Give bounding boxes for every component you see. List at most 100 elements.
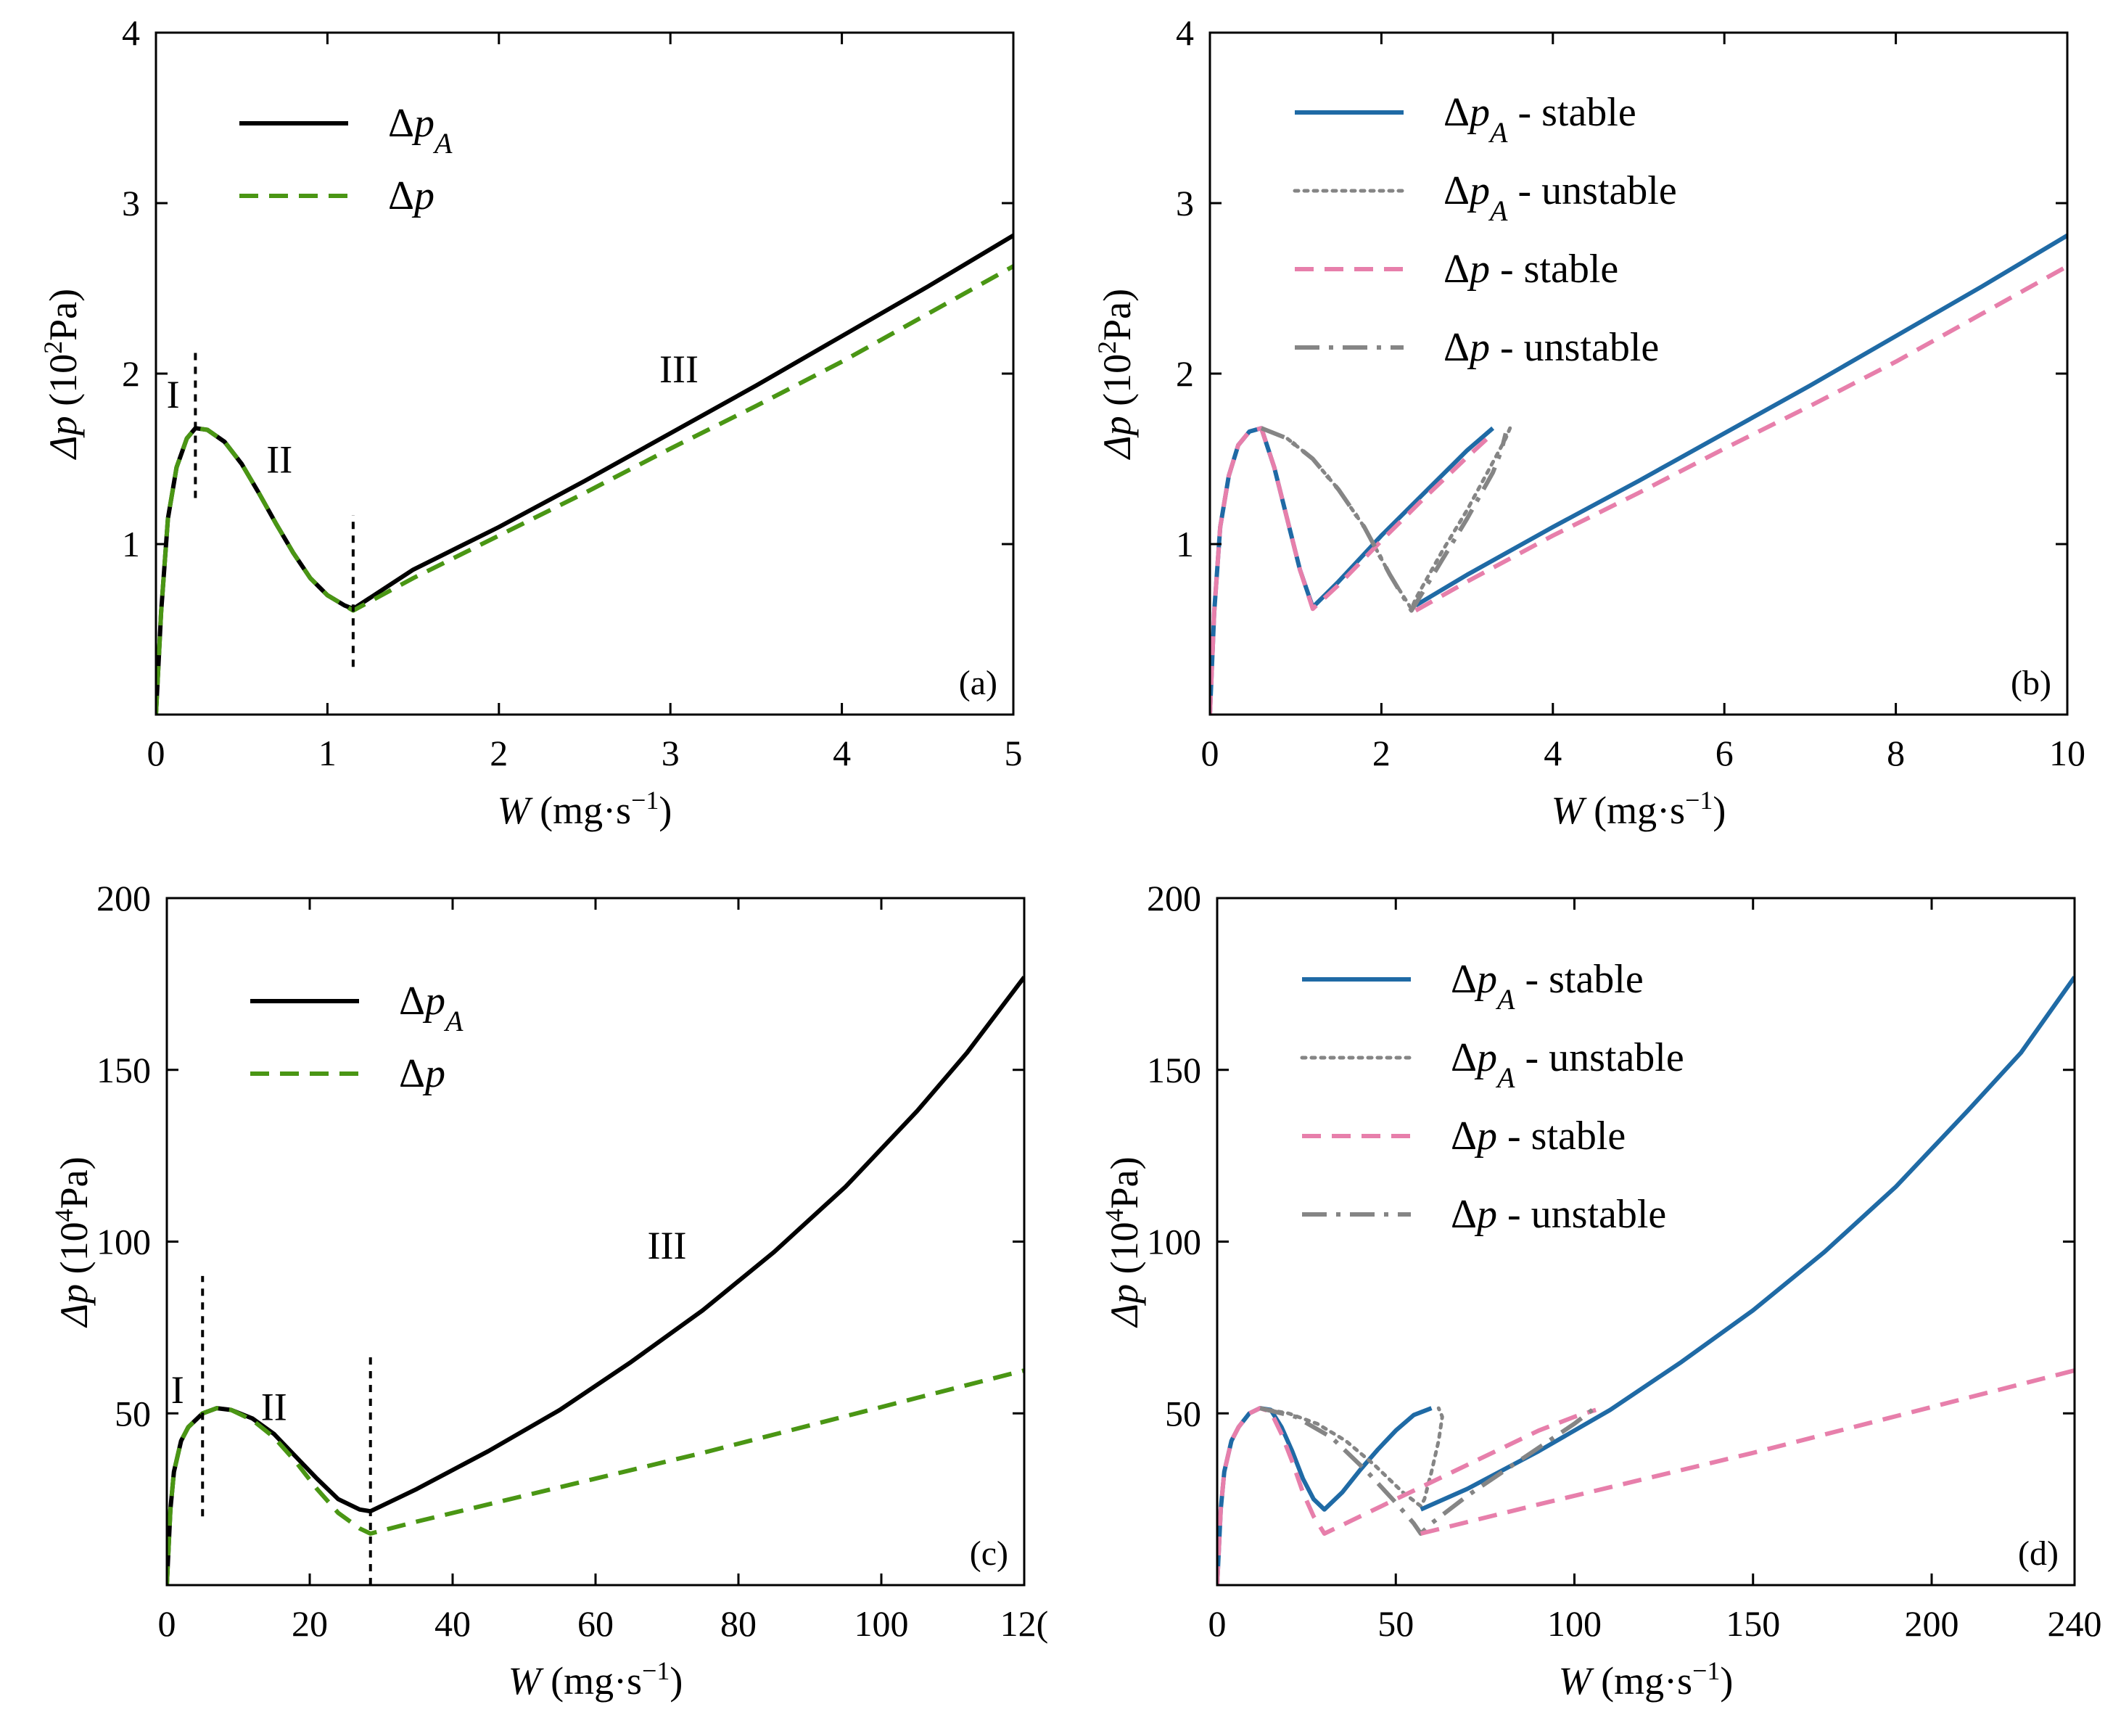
x-tick-label: 80 <box>720 1603 757 1644</box>
legend-label-1: Δp <box>399 1051 445 1096</box>
series-line-d-1 <box>1258 1406 1444 1508</box>
y-tick-label: 50 <box>115 1393 151 1433</box>
legend-label-0: ΔpA - stable <box>1443 90 1636 149</box>
x-tick-label: 4 <box>1544 733 1562 773</box>
legend: ΔpA - stable ΔpA - unstable Δp - stable Δp … <box>1300 957 1684 1237</box>
y-axis-label: Δp (104Pa) <box>49 1156 96 1328</box>
x-tick-label: 0 <box>1208 1603 1227 1644</box>
x-tick-label: 20 <box>292 1603 328 1644</box>
x-tick-label: 200 <box>1905 1603 1959 1644</box>
region-label-a-0: I <box>167 373 180 416</box>
x-tick-label: 8 <box>1887 733 1905 773</box>
x-tick-label: 4 <box>833 733 851 773</box>
legend-label-3: Δp - unstable <box>1443 325 1659 370</box>
series-line-d-2 <box>1420 976 2075 1512</box>
y-tick-label: 200 <box>1147 878 1201 918</box>
legend-label-0: ΔpA <box>388 101 453 160</box>
panel-label: (b) <box>2011 664 2051 702</box>
panel-label: (a) <box>959 664 997 702</box>
region-label-c-1: II <box>261 1386 287 1429</box>
series-line-b-3 <box>1210 426 1495 715</box>
y-tick-label: 100 <box>1147 1222 1201 1262</box>
x-tick-label: 10 <box>2049 733 2085 773</box>
legend-label-1: ΔpA - unstable <box>1451 1035 1684 1094</box>
x-tick-label: 100 <box>854 1603 909 1644</box>
y-tick-label: 2 <box>122 353 140 394</box>
y-tick-label: 1 <box>122 524 140 564</box>
y-tick-label: 3 <box>1176 183 1194 223</box>
x-axis-label: W (mg·s−1) <box>508 1656 683 1703</box>
series-line-b-4 <box>1260 426 1508 613</box>
x-tick-label: 5 <box>1005 733 1023 773</box>
legend-label-2: Δp - stable <box>1451 1114 1626 1159</box>
legend: ΔpA Δp <box>250 979 464 1096</box>
series-group <box>1217 976 2075 1585</box>
y-tick-label: 150 <box>1147 1050 1201 1090</box>
x-tick-label: 50 <box>1377 1603 1414 1644</box>
y-tick-label: 4 <box>1176 12 1194 53</box>
x-tick-label: 0 <box>158 1603 176 1644</box>
legend-label-0: ΔpA <box>399 979 464 1037</box>
y-tick-label: 150 <box>96 1050 151 1090</box>
x-tick-label: 6 <box>1715 733 1734 773</box>
series-line-c-1 <box>167 1368 1024 1585</box>
plot-frame <box>1208 31 2069 716</box>
x-axis-label: W (mg·s−1) <box>498 786 672 832</box>
y-tick-label: 4 <box>122 12 140 53</box>
legend-label-0: ΔpA - stable <box>1451 957 1644 1016</box>
series-line-b-5 <box>1414 264 2067 613</box>
region-label-a-2: III <box>659 347 699 391</box>
y-tick-label: 1 <box>1176 524 1194 564</box>
series-line-d-5 <box>1420 1368 2075 1536</box>
y-axis-label: Δp (104Pa) <box>1100 1156 1146 1328</box>
series-line-b-1 <box>1259 426 1512 611</box>
x-axis-label: W (mg·s−1) <box>1559 1656 1734 1703</box>
legend-label-1: ΔpA - unstable <box>1443 168 1677 227</box>
x-tick-label: 100 <box>1547 1603 1602 1644</box>
x-tick-label: 12( <box>1000 1603 1049 1644</box>
y-axis-label: Δp (102Pa) <box>1092 289 1139 460</box>
y-tick-label: 2 <box>1176 353 1194 394</box>
panel-label: (c) <box>970 1534 1008 1573</box>
plot-frame <box>1216 897 2076 1587</box>
y-tick-label: 200 <box>96 878 151 918</box>
x-tick-label: 150 <box>1726 1603 1780 1644</box>
series-line-b-2 <box>1414 234 2067 608</box>
x-axis-label: W (mg·s−1) <box>1552 786 1726 832</box>
region-label-a-1: II <box>266 437 292 481</box>
x-tick-label: 240 <box>2048 1603 2102 1644</box>
y-tick-label: 3 <box>122 183 140 223</box>
series-line-d-0 <box>1217 1406 1433 1585</box>
series-line-a-1 <box>156 264 1013 715</box>
x-tick-label: 40 <box>434 1603 471 1644</box>
panel-label: (d) <box>2018 1534 2059 1573</box>
y-axis-label: Δp (102Pa) <box>38 289 85 460</box>
region-label-c-0: I <box>171 1368 184 1412</box>
y-tick-label: 100 <box>96 1222 151 1262</box>
series-line-d-3 <box>1217 1406 1597 1585</box>
x-tick-label: 2 <box>490 733 508 773</box>
region-label-c-2: III <box>648 1224 687 1267</box>
legend-label-1: Δp <box>388 173 434 218</box>
x-tick-label: 60 <box>577 1603 614 1644</box>
legend-label-2: Δp - stable <box>1443 247 1618 292</box>
series-group <box>156 234 1013 715</box>
legend-label-3: Δp - unstable <box>1451 1192 1666 1237</box>
x-tick-label: 0 <box>1201 733 1219 773</box>
legend: ΔpA - stable ΔpA - unstable Δp - stable Δp … <box>1293 90 1677 370</box>
x-tick-label: 3 <box>662 733 680 773</box>
series-line-c-0 <box>167 976 1024 1585</box>
series-group <box>167 976 1024 1585</box>
panel-d: 0 50 100 150 200 240 50 100 150 200 W (mg·s−1) Δp (… <box>1100 878 2102 1703</box>
x-tick-label: 2 <box>1372 733 1391 773</box>
x-tick-label: 1 <box>318 733 337 773</box>
x-tick-label: 0 <box>147 733 165 773</box>
legend: ΔpA Δp <box>239 101 453 218</box>
plot-frame <box>155 31 1015 716</box>
y-tick-label: 50 <box>1165 1393 1201 1433</box>
series-group <box>1210 234 2067 715</box>
